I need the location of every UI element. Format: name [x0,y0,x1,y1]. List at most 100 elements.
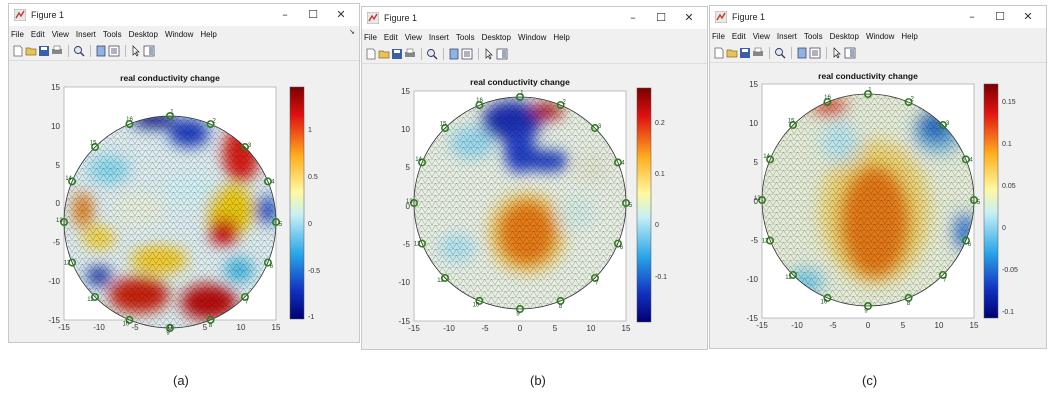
maximize-button[interactable]: ☐ [995,10,1005,23]
menu-window[interactable]: Window [164,29,194,39]
titlebar[interactable]: Figure 1 – ☐ ✕ [362,7,707,29]
electrode [68,258,77,267]
colorbar-tick: -0.5 [308,268,320,275]
zoom-icon[interactable] [774,47,786,59]
electrode-label: 13 [406,199,413,205]
minimize-button[interactable]: – [630,11,636,24]
menu-edit[interactable]: Edit [383,32,398,42]
minimize-button[interactable]: – [282,8,288,21]
colorbar-tick: 0 [308,221,312,228]
pointer-icon[interactable] [483,48,495,60]
x-tick: -15 [408,324,420,333]
menu-edit[interactable]: Edit [731,31,746,41]
electrode [789,270,798,279]
colorbar[interactable] [636,87,652,323]
electrode [91,292,100,301]
save-icon[interactable] [391,48,403,60]
insert-colorbar-icon[interactable] [796,47,808,59]
window-title: Figure 1 [732,12,766,22]
electrode [961,236,970,245]
insert-legend-icon[interactable] [809,47,821,59]
electrode [969,196,978,205]
toolbar [710,44,1046,63]
menu-window[interactable]: Window [517,32,547,42]
electrode [938,270,947,279]
menu-file[interactable]: File [364,32,377,42]
menu-view[interactable]: View [404,32,422,42]
menu-window[interactable]: Window [865,31,895,41]
insert-legend-icon[interactable] [108,45,120,57]
x-axis: -15 -10 -5 0 5 10 15 [408,324,631,333]
new-figure-icon[interactable] [12,45,24,57]
save-icon[interactable] [38,45,50,57]
menu-overflow-icon[interactable]: ➘ [349,29,355,36]
titlebar[interactable]: Figure 1 – ☐ ✕ [9,4,359,26]
menu-insert[interactable]: Insert [75,29,96,39]
property-editor-icon[interactable] [844,47,856,59]
electrode-label: 7 [595,281,599,287]
window-title: Figure 1 [384,13,418,23]
property-editor-icon[interactable] [143,45,155,57]
menu-tools[interactable]: Tools [455,32,475,42]
maximize-button[interactable]: ☐ [308,8,318,21]
electrode [441,273,450,282]
print-icon[interactable] [752,47,764,59]
insert-legend-icon[interactable] [461,48,473,60]
conductivity-plot-a[interactable]: real conductivity change [9,60,360,343]
minimize-button[interactable]: – [969,10,975,23]
new-figure-icon[interactable] [713,47,725,59]
electrode-label: 8 [559,304,563,310]
colorbar[interactable] [983,83,999,319]
electrode-label: 9 [516,312,520,318]
menu-desktop[interactable]: Desktop [481,32,511,42]
insert-colorbar-icon[interactable] [448,48,460,60]
colorbar[interactable] [289,86,305,320]
pointer-icon[interactable] [831,47,843,59]
titlebar[interactable]: Figure 1 – ☐ ✕ [710,6,1046,28]
electrode [125,120,134,129]
electrode [766,155,775,164]
menu-file[interactable]: File [712,31,725,41]
close-button[interactable]: ✕ [336,8,346,21]
electrode-label: 12 [64,261,71,267]
maximize-button[interactable]: ☐ [656,11,666,24]
menu-file[interactable]: File [11,29,24,39]
menu-view[interactable]: View [752,31,770,41]
conductivity-plot-b[interactable]: real conductivity change 123456789101112… [362,63,708,350]
electrode [68,177,77,186]
menu-desktop[interactable]: Desktop [829,31,859,41]
print-icon[interactable] [51,45,63,57]
menu-view[interactable]: View [51,29,69,39]
zoom-icon[interactable] [73,45,85,57]
pointer-icon[interactable] [130,45,142,57]
menu-help[interactable]: Help [553,32,570,42]
open-file-icon[interactable] [726,47,738,59]
menu-edit[interactable]: Edit [30,29,45,39]
menu-desktop[interactable]: Desktop [128,29,158,39]
zoom-icon[interactable] [426,48,438,60]
conductivity-plot-c[interactable]: real conductivity change 123456789101112… [710,62,1047,349]
menu-insert[interactable]: Insert [428,32,449,42]
new-figure-icon[interactable] [365,48,377,60]
y-tick: -10 [48,277,60,286]
property-editor-icon[interactable] [496,48,508,60]
menu-help[interactable]: Help [901,31,918,41]
electrode [441,124,450,133]
save-icon[interactable] [739,47,751,59]
electrode [938,121,947,130]
menu-help[interactable]: Help [200,29,217,39]
electrode-label: 6 [270,264,274,270]
electrode-label: 9 [864,309,868,315]
electrode-label: 9 [166,331,170,337]
electrode [613,158,622,167]
electrode-label: 15 [788,118,795,124]
menu-tools[interactable]: Tools [803,31,823,41]
menu-tools[interactable]: Tools [102,29,122,39]
open-file-icon[interactable] [378,48,390,60]
print-icon[interactable] [404,48,416,60]
menu-insert[interactable]: Insert [776,31,797,41]
close-button[interactable]: ✕ [684,11,694,24]
open-file-icon[interactable] [25,45,37,57]
insert-colorbar-icon[interactable] [95,45,107,57]
close-button[interactable]: ✕ [1023,10,1033,23]
